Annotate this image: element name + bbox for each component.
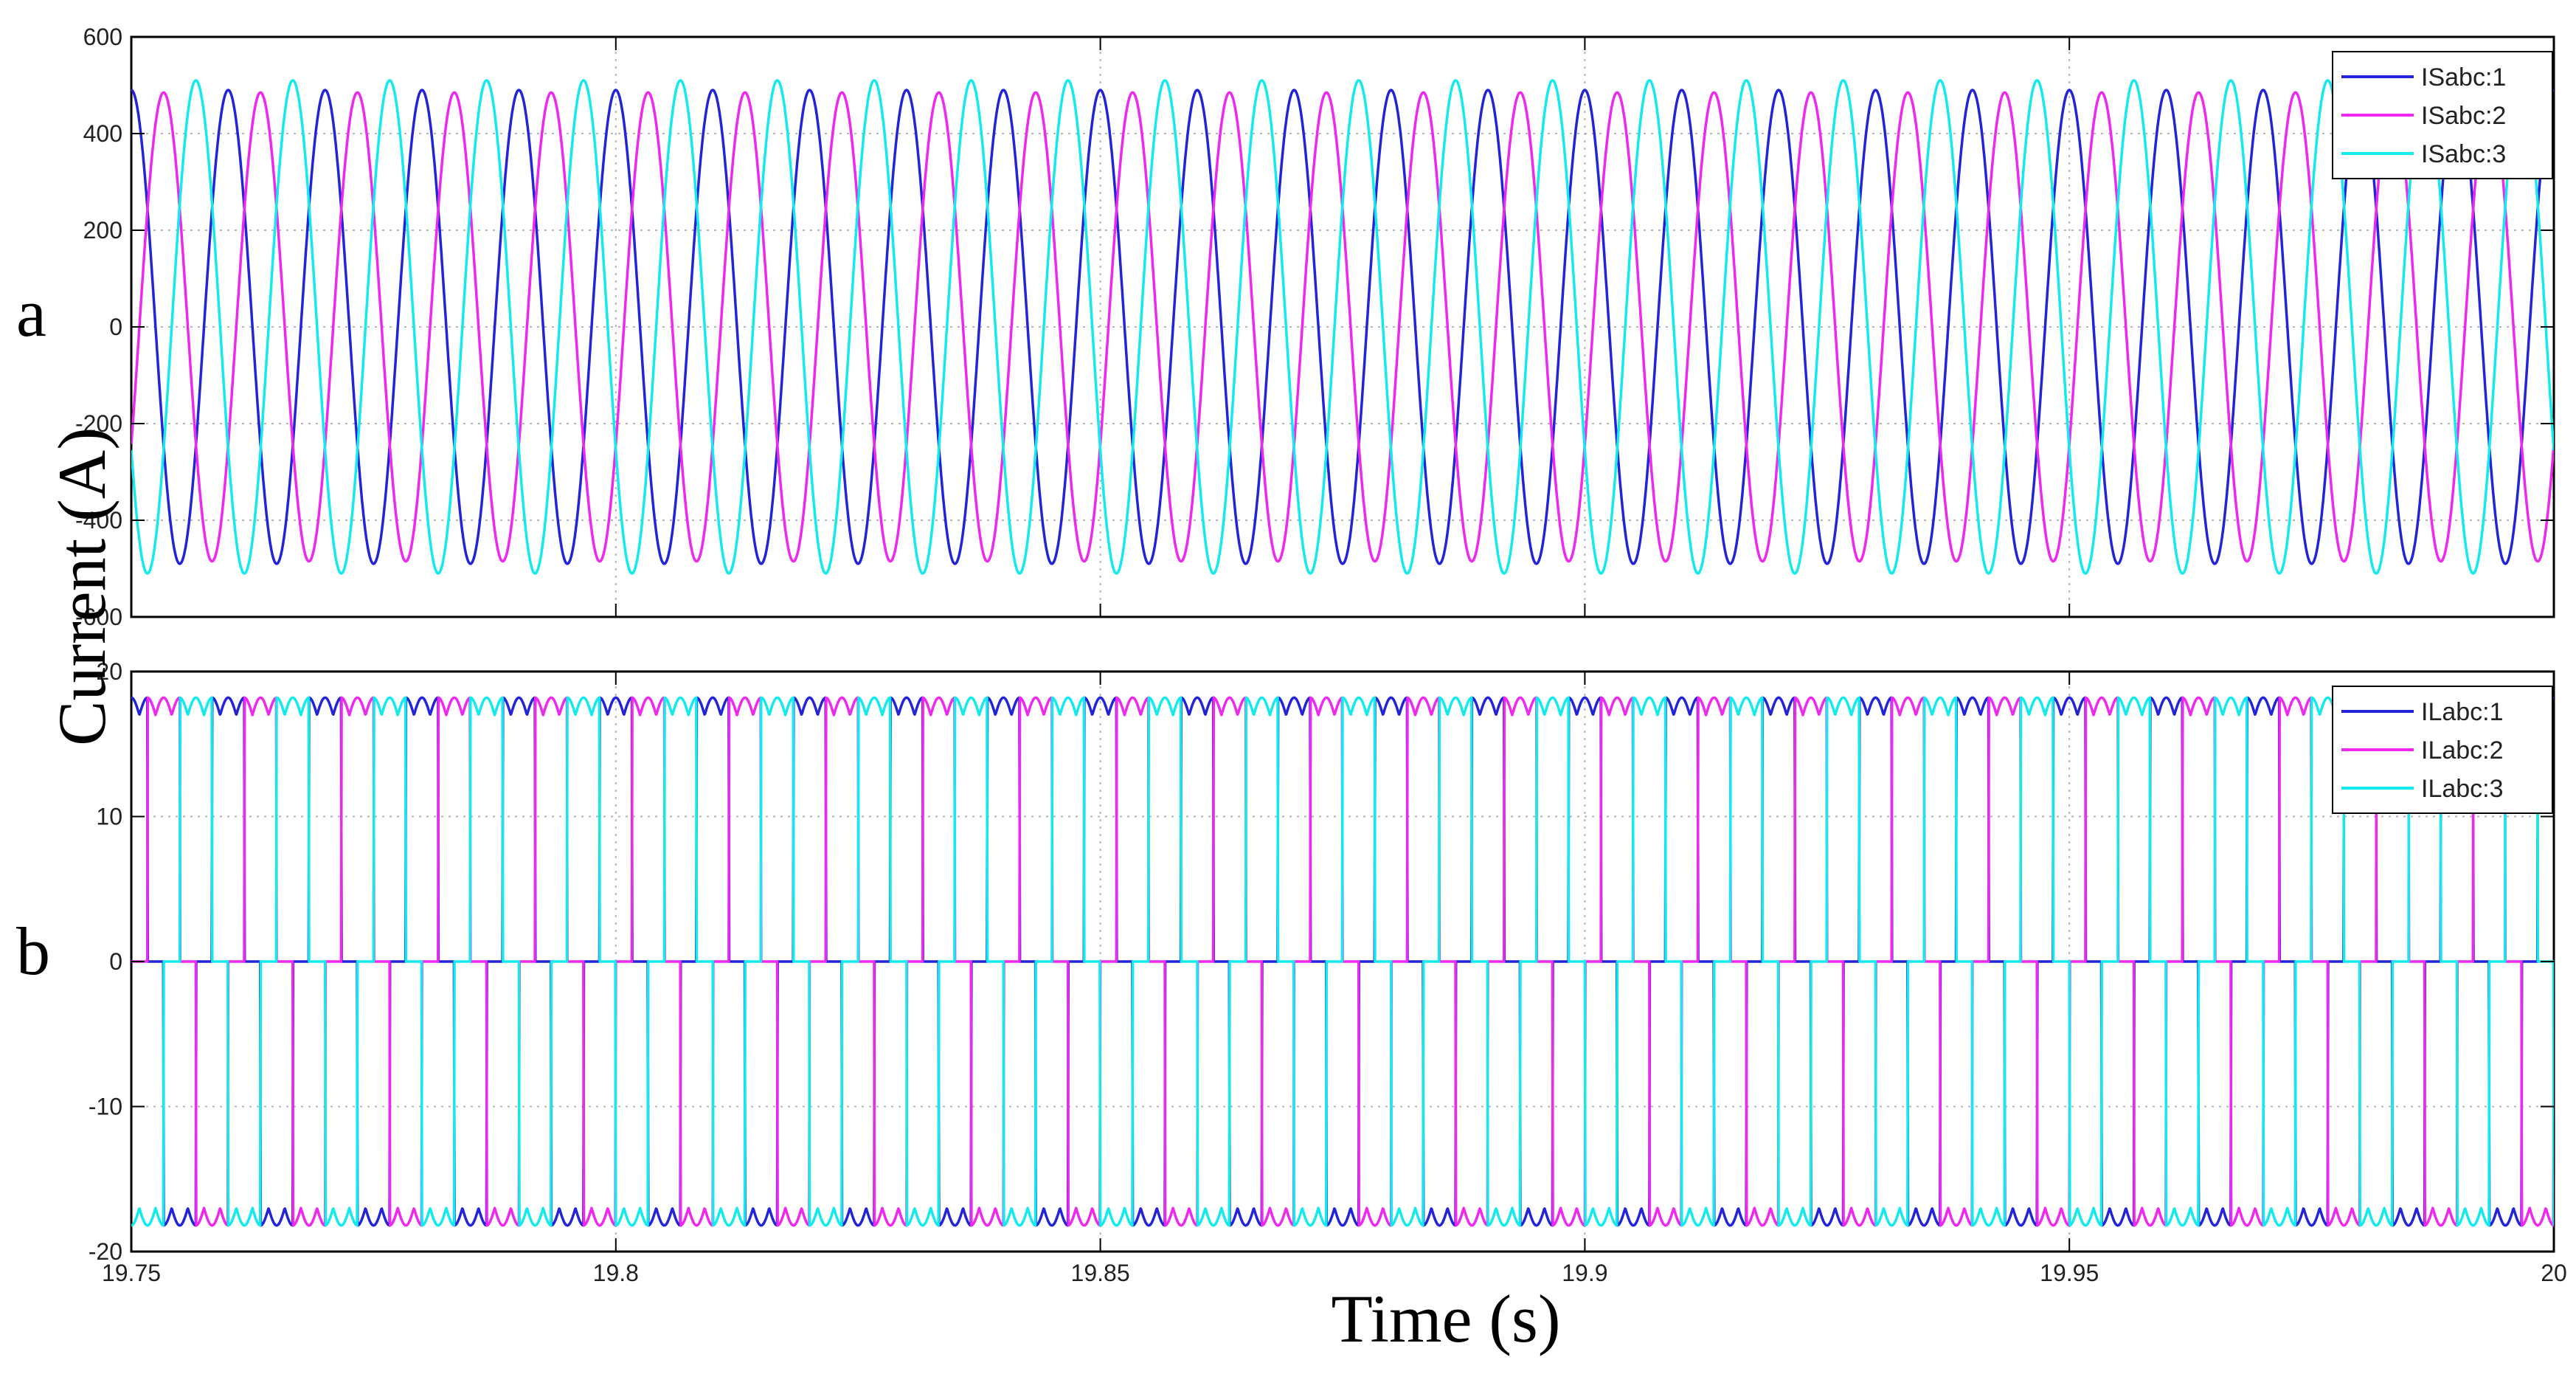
panel-b-x-ticks: 19.75 19.8 19.85 19.9 19.95 20 [102,672,2567,1286]
x-tick-label: 19.95 [2040,1260,2099,1286]
panel-b-legend: ILabc:1 ILabc:2 ILabc:3 [2332,686,2553,814]
x-axis-label: Time (s) [1332,1281,1561,1356]
panel-a-grid [131,37,2554,617]
y-tick-label: 20 [96,658,122,685]
panel-b-y-ticks: 20 10 0 -10 -20 [89,658,2554,1265]
y-axis-label: Current (A) [44,427,120,746]
y-tick-label: -400 [75,507,122,534]
legend-entry: ILabc:3 [2421,775,2504,803]
panel-a-y-ticks: 600 400 200 0 -200 -400 -600 [75,24,2554,630]
panel-a-label: a [16,275,46,351]
panel-b-series [131,696,2554,1227]
legend-entry: ISabc:1 [2421,63,2506,92]
legend-entry: ILabc:2 [2421,736,2504,765]
y-tick-label: 10 [96,804,122,830]
panel-b-label: b [16,914,50,989]
x-tick-label: 20 [2541,1260,2567,1286]
panel-a-x-tick-marks [131,37,2555,617]
series-line-ilabc-3 [131,696,2554,1227]
panel-a-series [131,79,2554,575]
y-tick-label: 0 [109,948,122,975]
legend-entry: ISabc:2 [2421,102,2506,130]
y-tick-label: 600 [83,24,122,50]
y-tick-label: 0 [109,314,122,340]
y-tick-label: -600 [75,604,122,630]
y-tick-label: -200 [75,410,122,437]
panel-a-legend: ISabc:1 ISabc:2 ISabc:3 [2332,51,2553,179]
x-tick-label: 19.8 [593,1260,639,1286]
panel-b-plot: 20 10 0 -10 -20 19.75 19.8 19.85 19.9 19.95 20 IL… [89,658,2567,1286]
y-tick-label: 200 [83,217,122,244]
y-tick-label: -10 [89,1094,122,1120]
x-tick-label: 19.9 [1562,1260,1607,1286]
x-tick-label: 19.75 [102,1260,161,1286]
series-line-isabc-3 [131,79,2554,575]
legend-entry: ILabc:1 [2421,698,2504,726]
y-tick-label: 400 [83,120,122,147]
y-tick-label: -20 [89,1238,122,1265]
x-tick-label: 19.85 [1071,1260,1130,1286]
legend-entry: ISabc:3 [2421,140,2506,168]
